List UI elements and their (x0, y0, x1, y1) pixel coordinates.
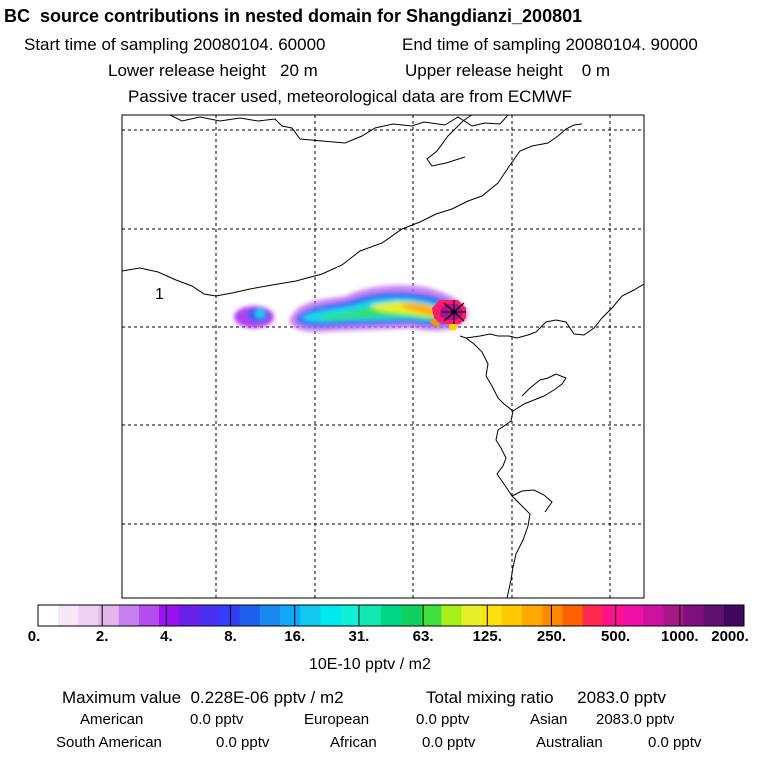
tracer-label: Passive tracer used, meteorological data… (128, 87, 573, 106)
colorbar-swatch (380, 605, 402, 626)
colorbar-swatch (683, 605, 705, 626)
colorbar-swatch (199, 605, 220, 626)
colorbar-tick-label: 500. (601, 628, 631, 645)
colorbar-tick-label: 8. (224, 628, 237, 645)
colorbar-swatch (441, 605, 462, 626)
colorbar-swatch (461, 605, 483, 626)
colorbar-swatch (562, 605, 584, 626)
maximum-value-label: Maximum value 0.228E-06 pptv / m2 (62, 688, 344, 707)
colorbar-outline (37, 604, 745, 627)
colorbar-swatch (219, 605, 241, 626)
concentration-plume (234, 285, 468, 332)
colorbar-swatch (542, 605, 563, 626)
region-name-american: American (80, 711, 144, 728)
receptor-marker (442, 300, 466, 324)
colorbar-swatch (622, 605, 644, 626)
colorbar-unit-label: 10E-10 pptv / m2 (309, 656, 431, 673)
colorbar-swatch (501, 605, 523, 626)
region-value-south-american: 0.0 pptv (216, 734, 270, 751)
colorbar-swatch (38, 605, 59, 626)
colorbar-swatch (78, 605, 99, 626)
colorbar-tick-label: 0. (27, 628, 41, 645)
map-frame (121, 114, 645, 599)
colorbar-swatch (259, 605, 281, 626)
lower-release-label: Lower release height 20 m (108, 61, 318, 80)
upper-release-label: Upper release height 0 m (405, 61, 611, 80)
colorbar-tick-label: 31. (348, 628, 370, 645)
colorbar-tick-label: 4. (160, 628, 173, 645)
colorbar-swatch (582, 605, 604, 626)
colorbar-tick-label: 2. (95, 628, 109, 645)
colorbar-swatch (360, 605, 382, 626)
colorbar-tick-label: 63. (412, 628, 434, 645)
colorbar-swatch (58, 605, 79, 626)
coastlines (122, 115, 644, 598)
colorbar-swatch (320, 605, 341, 626)
region-number-label: 1 (155, 286, 164, 303)
colorbar-swatch (401, 605, 422, 626)
region-name-south-american: South American (56, 734, 162, 751)
region-value-european: 0.0 pptv (416, 711, 470, 728)
page-title: BC source contributions in nested domain… (4, 6, 583, 26)
colorbar-swatch (98, 605, 120, 626)
colorbar-swatch (340, 605, 362, 626)
region-name-african: African (330, 734, 377, 751)
colorbar-swatch (421, 605, 442, 626)
colorbar-swatch (300, 605, 321, 626)
colorbar-swatch (481, 605, 503, 626)
colorbar-swatch (643, 605, 664, 626)
region-name-australian: Australian (536, 734, 603, 751)
colorbar-swatch (159, 605, 180, 626)
end-time-label: End time of sampling 20080104. 90000 (402, 35, 698, 54)
region-value-australian: 0.0 pptv (648, 734, 702, 751)
colorbar-swatch (663, 605, 684, 626)
colorbar (37, 604, 745, 627)
colorbar-tick-label: 250. (536, 628, 567, 645)
colorbar-swatch (179, 605, 200, 626)
colorbar-swatch (239, 605, 261, 626)
colorbar-swatch (602, 605, 624, 626)
colorbar-swatch (703, 605, 725, 626)
region-value-african: 0.0 pptv (422, 734, 476, 751)
colorbar-tick-label: 16. (284, 628, 306, 645)
colorbar-tick-label: 1000. (661, 628, 699, 645)
region-value-asian: 2083.0 pptv (596, 711, 675, 728)
total-mixing-ratio-label: Total mixing ratio 2083.0 pptv (426, 688, 667, 707)
start-time-label: Start time of sampling 20080104. 60000 (24, 35, 326, 54)
region-value-american: 0.0 pptv (190, 711, 244, 728)
colorbar-tick-label: 2000. (711, 628, 749, 645)
colorbar-swatch (118, 605, 140, 626)
graticule (122, 115, 644, 598)
colorbar-tick-label: 125. (472, 628, 502, 645)
colorbar-swatch (522, 605, 543, 626)
region-name-asian: Asian (530, 711, 568, 728)
colorbar-swatch (280, 605, 301, 626)
colorbar-swatch (138, 605, 160, 626)
colorbar-swatch (723, 605, 745, 626)
region-name-european: European (304, 711, 370, 728)
